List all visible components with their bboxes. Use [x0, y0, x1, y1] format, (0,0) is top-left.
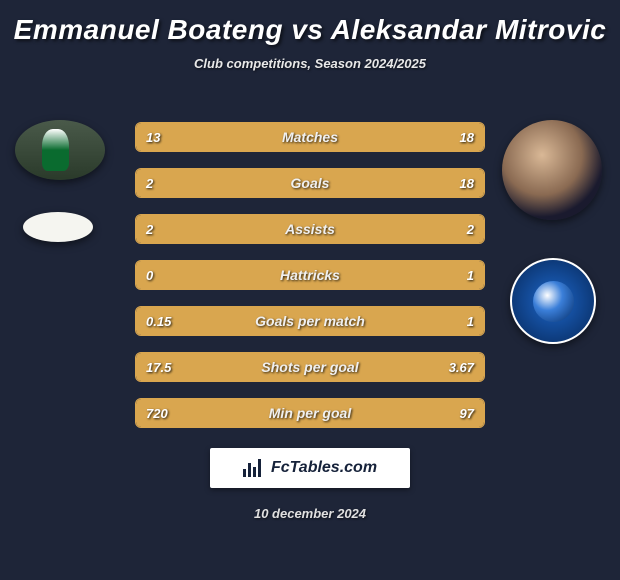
stat-fill-right [310, 215, 484, 243]
stat-fill-left [136, 215, 310, 243]
stat-fill-left [136, 123, 282, 151]
stat-row: 01Hattricks [135, 260, 485, 290]
player-left-club-badge [23, 212, 93, 242]
stat-row: 0.151Goals per match [135, 306, 485, 336]
source-logo: FcTables.com [210, 448, 410, 488]
stat-fill-right [181, 307, 484, 335]
stat-fill-left [136, 307, 181, 335]
stat-fill-right [425, 353, 484, 381]
snapshot-date: 10 december 2024 [0, 506, 620, 521]
stat-row: 72097Min per goal [135, 398, 485, 428]
stat-fill-right [442, 399, 484, 427]
stat-fill-right [171, 169, 484, 197]
source-logo-text: FcTables.com [271, 459, 377, 477]
comparison-bars: 1318Matches 218Goals 22Assists 01Hattricks 0… [135, 122, 485, 444]
stat-fill-right [282, 123, 484, 151]
stat-fill-left [136, 169, 171, 197]
player-left-avatar [15, 120, 105, 180]
stat-fill-left [136, 399, 442, 427]
stat-row: 22Assists [135, 214, 485, 244]
bar-chart-icon [243, 459, 265, 477]
stat-row: 1318Matches [135, 122, 485, 152]
subtitle: Club competitions, Season 2024/2025 [0, 56, 620, 71]
stat-fill-left [136, 353, 425, 381]
stat-row: 17.53.67Shots per goal [135, 352, 485, 382]
stat-fill-right [136, 261, 484, 289]
stat-row: 218Goals [135, 168, 485, 198]
player-right-avatar [502, 120, 602, 220]
player-right-club-badge [510, 258, 596, 344]
page-title: Emmanuel Boateng vs Aleksandar Mitrovic [0, 0, 620, 46]
